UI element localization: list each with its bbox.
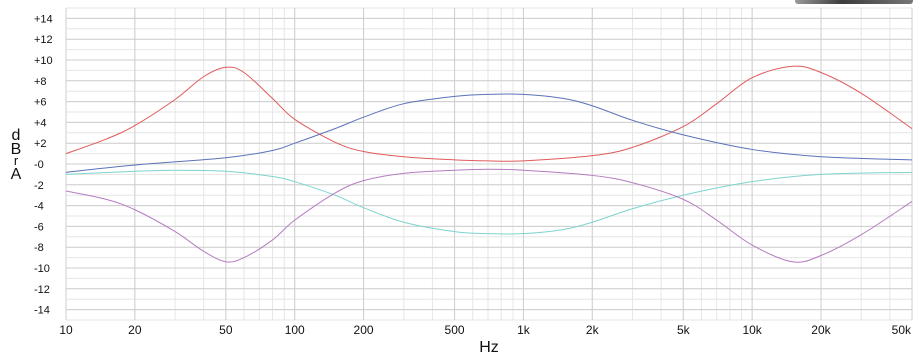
y-axis-title-letter: B <box>11 141 22 158</box>
y-tick-label: +10 <box>34 55 53 67</box>
x-tick-label: 10 <box>59 323 73 337</box>
y-tick-label: -14 <box>34 305 50 317</box>
y-tick-label: -4 <box>34 201 44 213</box>
y-axis-title-letter: r <box>14 153 19 168</box>
x-tick-label: 5k <box>677 323 691 337</box>
major-gridlines <box>65 8 913 320</box>
x-tick-label: 200 <box>354 323 374 337</box>
x-tick-label: 1k <box>517 323 531 337</box>
series-line-1 <box>65 65 913 162</box>
corner-thumbnail <box>795 0 913 4</box>
x-tick-label: 100 <box>285 323 305 337</box>
x-tick-label: 50k <box>892 323 912 337</box>
y-axis-title-letter: A <box>11 166 22 183</box>
y-tick-label: +14 <box>34 13 53 25</box>
y-tick-label: +4 <box>34 117 47 129</box>
x-tick-label: 50 <box>219 323 233 337</box>
x-tick-label: 500 <box>445 323 465 337</box>
y-tick-label: -0 <box>34 159 44 171</box>
x-axis-title: Hz <box>479 339 499 355</box>
x-tick-label: 20k <box>811 323 831 337</box>
y-tick-label: +8 <box>34 76 47 88</box>
y-tick-label: +12 <box>34 34 53 46</box>
x-tick-label: 10k <box>742 323 762 337</box>
y-tick-label: +2 <box>34 138 47 150</box>
series-line-4 <box>65 168 913 263</box>
y-tick-label: -6 <box>34 221 44 233</box>
y-tick-label: -10 <box>34 263 50 275</box>
y-tick-label: +6 <box>34 97 47 109</box>
x-axis-ticks: 10 20 50 100 200 500 1k 2k 5k 10k 20k 50k <box>59 323 912 337</box>
series-line-3 <box>65 169 913 235</box>
y-tick-label: -12 <box>34 284 50 296</box>
y-tick-label: -2 <box>34 180 44 192</box>
response-curves <box>65 65 913 263</box>
x-tick-label: 20 <box>128 323 142 337</box>
series-line-2 <box>65 93 913 173</box>
x-tick-label: 2k <box>586 323 600 337</box>
y-axis-ticks: +14 +12 +10 +8 +6 +4 +2 -0 -2 -4 -6 -8 -10 -12 -14 <box>34 13 53 316</box>
y-axis-title-letter: d <box>12 127 21 144</box>
y-tick-label: -8 <box>34 242 44 254</box>
